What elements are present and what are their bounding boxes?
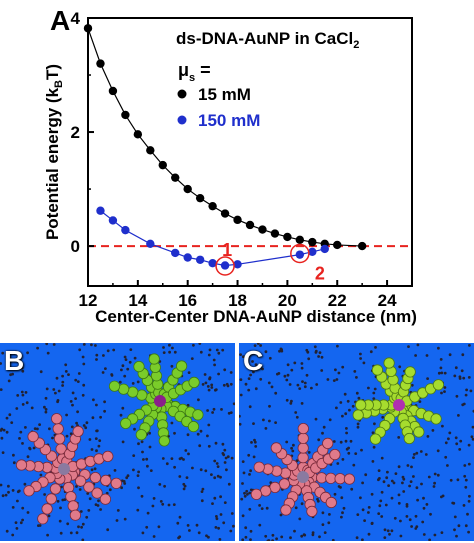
x-tick-label: 20 — [278, 291, 297, 310]
data-point — [220, 261, 230, 270]
x-tick-label: 12 — [79, 291, 98, 310]
data-point — [133, 130, 143, 139]
data-point — [258, 225, 267, 234]
x-tick-label: 22 — [328, 291, 347, 310]
data-point — [171, 248, 180, 258]
legend-marker — [177, 115, 187, 125]
data-point — [96, 59, 105, 68]
data-point — [146, 239, 155, 249]
chart-title: ds-DNA-AuNP in CaCl2 — [176, 29, 359, 51]
panel-c-label: C — [243, 345, 264, 376]
x-tick-label: 24 — [378, 291, 397, 310]
annotation-circle-1 — [215, 256, 235, 276]
data-point — [245, 220, 255, 230]
data-point — [295, 235, 305, 245]
data-point — [283, 232, 292, 242]
annotation-circle-2 — [290, 243, 310, 264]
series-line — [87, 28, 363, 247]
x-tick-label: 16 — [178, 291, 197, 310]
data-point — [333, 240, 342, 250]
data-point — [146, 146, 155, 155]
panel-a-label: A — [50, 5, 70, 36]
data-point — [308, 247, 317, 256]
data-point — [233, 260, 242, 269]
panel-c-simulation-snapshot: C — [239, 343, 474, 541]
y-tick-label: 0 — [71, 237, 80, 256]
plot-frame — [87, 17, 413, 287]
panel-b-label: B — [4, 345, 25, 376]
x-axis-label: Center-Center DNA-AuNP distance (nm) — [95, 307, 417, 326]
data-point — [220, 209, 230, 218]
annotation-label-1: 1 — [222, 240, 232, 260]
data-point — [295, 250, 305, 259]
data-point — [158, 160, 167, 170]
data-point — [308, 237, 317, 247]
data-point — [270, 229, 280, 238]
data-point — [208, 258, 217, 268]
nanoparticle-cluster-pink — [15, 413, 122, 525]
data-point — [195, 255, 205, 264]
y-axis-label: Potential energy (kBT) — [43, 64, 65, 240]
data-point — [320, 244, 329, 254]
data-point — [195, 193, 205, 203]
y-tick-label: 4 — [71, 9, 81, 28]
x-tick-label: 18 — [228, 291, 247, 310]
legend-header: μs = — [178, 60, 211, 84]
data-point — [183, 253, 192, 262]
x-tick-label: 14 — [128, 291, 147, 310]
data-point — [121, 110, 130, 120]
legend-marker — [177, 89, 187, 99]
panel-c-particles — [239, 343, 474, 541]
data-point — [171, 173, 180, 182]
y-tick-label: 2 — [71, 123, 80, 142]
data-point — [108, 86, 118, 96]
panel-b-particles — [0, 343, 235, 541]
legend-label: 15 mM — [198, 85, 251, 104]
nanoparticle-cluster-green — [352, 357, 444, 445]
data-point — [208, 201, 217, 211]
data-point — [83, 24, 93, 33]
panel-b-simulation-snapshot: B — [0, 343, 235, 541]
legend-label: 150 mM — [198, 111, 260, 130]
data-point — [357, 241, 367, 251]
data-point — [121, 225, 130, 235]
data-point — [108, 216, 118, 225]
data-point — [233, 215, 242, 225]
nanoparticle-cluster-green — [108, 353, 204, 447]
data-point — [96, 206, 105, 215]
annotation-label-2: 2 — [315, 263, 325, 283]
nanoparticle-cluster-pink — [250, 423, 356, 517]
data-point — [183, 184, 192, 194]
